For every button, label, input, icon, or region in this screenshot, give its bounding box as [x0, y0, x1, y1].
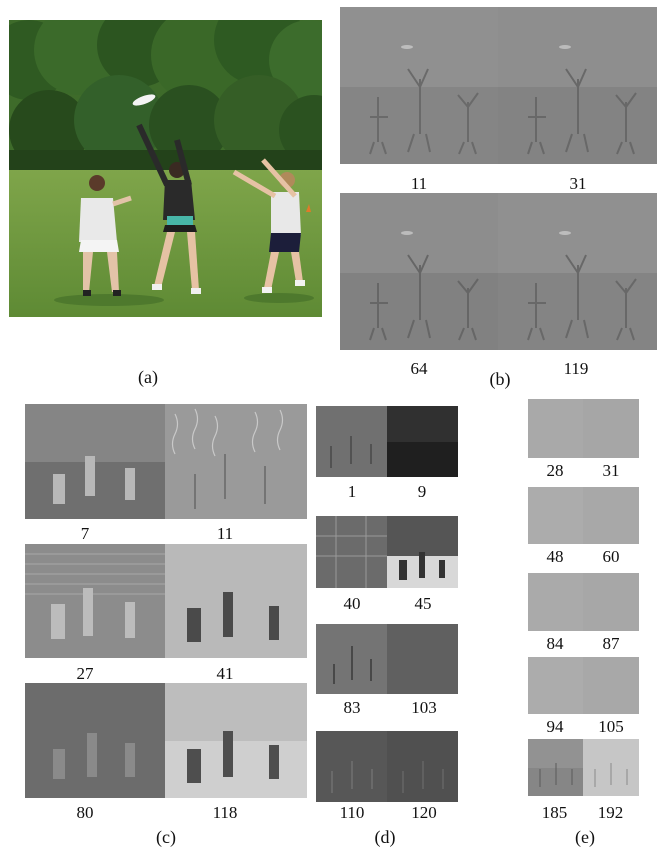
feature-map-c-80 [25, 683, 165, 798]
feature-map-d-40 [316, 516, 387, 588]
label-d-110: 110 [339, 803, 365, 822]
feature-map-b-11 [340, 7, 498, 164]
feature-map-e-105 [583, 657, 639, 714]
label-e-94: 94 [546, 717, 564, 736]
feature-map-b-119 [498, 193, 657, 350]
feature-map-c-11 [165, 404, 307, 519]
feature-map-e-28 [528, 399, 583, 458]
feature-map-c-7 [25, 404, 165, 519]
feature-map-d-120 [387, 731, 458, 802]
label-e-31: 31 [602, 461, 620, 480]
feature-map-e-185 [528, 739, 583, 796]
label-b-64: 64 [410, 359, 428, 378]
feature-map-e-31 [583, 399, 639, 458]
caption-c: (c) [156, 827, 176, 847]
label-b-11: 11 [410, 174, 428, 193]
label-e-87: 87 [602, 634, 620, 653]
feature-map-d-45 [387, 516, 458, 588]
caption-e: (e) [575, 827, 595, 847]
feature-map-c-41 [165, 544, 307, 658]
label-d-1: 1 [347, 482, 357, 501]
feature-map-e-94 [528, 657, 583, 714]
feature-map-e-60 [583, 487, 639, 544]
label-c-11: 11 [216, 524, 234, 543]
feature-map-e-84 [528, 573, 583, 631]
feature-map-e-192 [583, 739, 639, 796]
label-e-28: 28 [546, 461, 564, 480]
feature-map-d-1 [316, 406, 387, 477]
label-e-48: 48 [546, 547, 564, 566]
caption-d: (d) [374, 827, 396, 847]
label-d-83: 83 [343, 698, 361, 717]
caption-b: (b) [489, 369, 511, 389]
caption-a: (a) [138, 367, 158, 387]
feature-map-d-9 [387, 406, 458, 477]
label-b-119: 119 [563, 359, 589, 378]
label-e-60: 60 [602, 547, 620, 566]
feature-map-d-110 [316, 731, 387, 802]
original-photo [9, 20, 322, 317]
label-e-105: 105 [598, 717, 624, 736]
feature-map-e-48 [528, 487, 583, 544]
label-d-9: 9 [417, 482, 427, 501]
feature-map-d-103 [387, 624, 458, 694]
label-c-27: 27 [76, 664, 94, 683]
label-e-84: 84 [546, 634, 564, 653]
label-d-45: 45 [414, 594, 432, 613]
feature-map-e-87 [583, 573, 639, 631]
label-d-120: 120 [411, 803, 437, 822]
feature-map-c-118 [165, 683, 307, 798]
label-b-31: 31 [569, 174, 587, 193]
label-c-80: 80 [76, 803, 94, 822]
label-e-185: 185 [541, 803, 568, 822]
feature-map-b-31 [498, 7, 657, 164]
label-c-7: 7 [80, 524, 90, 543]
feature-map-c-27 [25, 544, 165, 658]
label-e-192: 192 [597, 803, 624, 822]
label-c-41: 41 [216, 664, 234, 683]
label-c-118: 118 [212, 803, 238, 822]
label-d-40: 40 [343, 594, 361, 613]
feature-map-d-83 [316, 624, 387, 694]
label-d-103: 103 [411, 698, 437, 717]
feature-map-b-64 [340, 193, 498, 350]
